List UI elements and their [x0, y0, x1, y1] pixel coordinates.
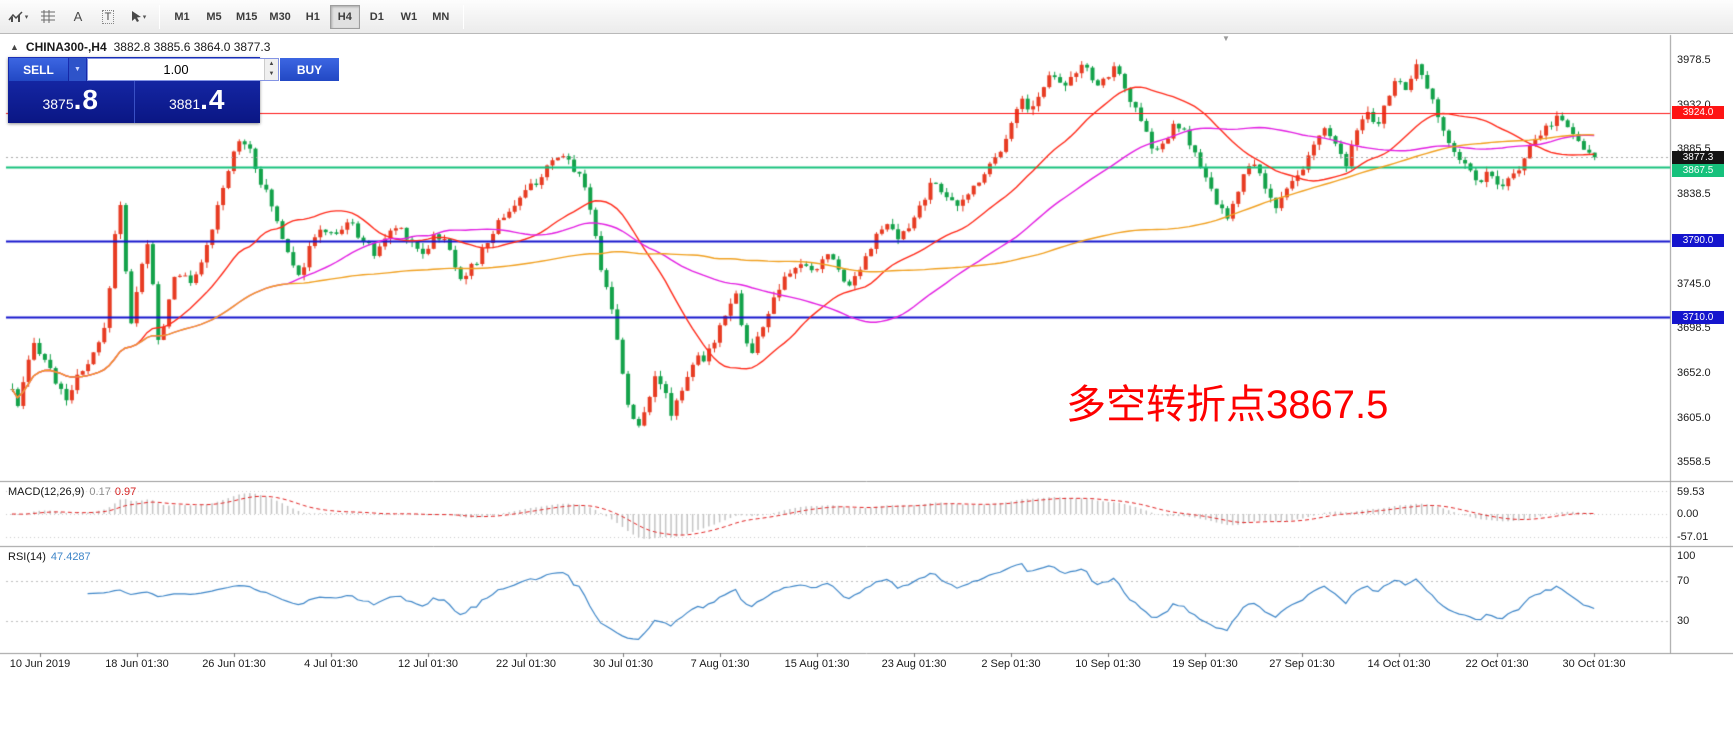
volume-down-button[interactable]: ▼ [265, 69, 278, 80]
sell-price-pips: .8 [73, 84, 99, 115]
volume-input[interactable] [88, 59, 264, 80]
timeframe-mn[interactable]: MN [426, 5, 456, 29]
macd-label: MACD(12,26,9) 0.17 0.97 [8, 486, 136, 498]
timeframe-h1[interactable]: H1 [298, 5, 328, 29]
timeframe-w1[interactable]: W1 [394, 5, 424, 29]
timeframe-m30[interactable]: M30 [264, 5, 295, 29]
sell-price-main: 3875 [42, 96, 74, 112]
crosshair-tool-icon[interactable]: ▾ [124, 4, 152, 30]
text-tool-glyph: A [73, 9, 83, 24]
timeframe-m5[interactable]: M5 [199, 5, 229, 29]
toolbar-separator [462, 4, 464, 29]
timeframe-group: M1 M5 M15 M30 H1 H4 D1 W1 MN [167, 4, 456, 29]
macd-name: MACD(12,26,9) [8, 486, 85, 498]
ohlc-readout: 3882.8 3885.6 3864.0 3877.3 [113, 40, 271, 54]
trade-panel-prices: 3875.8 3881.4 [8, 81, 260, 123]
macd-value-signal: 0.97 [114, 486, 137, 498]
chart-annotation: 多空转折点3867.5 [1066, 383, 1389, 427]
rsi-value: 47.4287 [50, 551, 91, 563]
timeframe-d1[interactable]: D1 [362, 5, 392, 29]
timeframe-m15[interactable]: M15 [231, 5, 262, 29]
text-tool-icon[interactable]: A [64, 4, 92, 30]
buy-price[interactable]: 3881.4 [133, 81, 261, 123]
chart-style-icon[interactable]: ▾ [4, 4, 32, 30]
toolbar-separator [159, 4, 160, 29]
buy-price-pips: .4 [200, 84, 226, 115]
dropdown-caret-icon: ▾ [24, 13, 29, 21]
macd-panel[interactable] [0, 483, 1670, 545]
trade-panel-controls: SELL ▼ ▲ ▼ BUY [8, 57, 339, 81]
buy-price-main: 3881 [168, 96, 201, 112]
collapse-panel-arrow-icon[interactable]: ▲ [10, 42, 19, 52]
dropdown-caret-icon: ▾ [142, 13, 147, 21]
grid-icon[interactable] [34, 4, 62, 30]
toolbar: ▾ A T ▾ M1 M5 M15 M30 H1 H4 D1 W1 MN [0, 0, 1733, 34]
volume-field: ▲ ▼ [87, 58, 279, 81]
volume-preset-dropdown[interactable]: ▼ [69, 58, 86, 81]
sell-price[interactable]: 3875.8 [8, 81, 134, 123]
volume-up-button[interactable]: ▲ [265, 59, 278, 70]
one-click-trade-panel: SELL ▼ ▲ ▼ BUY 3875.8 3881.4 [8, 57, 339, 123]
rsi-label: RSI(14) 47.4287 [8, 551, 91, 563]
rsi-name: RSI(14) [8, 551, 46, 563]
sell-button[interactable]: SELL [9, 58, 68, 81]
symbol-period-label: CHINA300-,H4 [25, 40, 107, 54]
buy-button[interactable]: BUY [280, 58, 339, 81]
macd-value-main: 0.17 [89, 486, 111, 498]
label-tool-icon[interactable]: T [94, 4, 122, 30]
tool-icon-group: ▾ A T ▾ [4, 4, 152, 30]
timeframe-h4[interactable]: H4 [329, 4, 360, 29]
label-tool-glyph: T [101, 9, 115, 24]
chart-shift-marker-icon[interactable]: ▼ [1222, 34, 1230, 43]
chart-header: ▲ CHINA300-,H4 3882.8 3885.6 3864.0 3877… [10, 40, 270, 54]
timeframe-m1[interactable]: M1 [167, 5, 197, 29]
rsi-panel[interactable] [0, 548, 1670, 652]
volume-spinner: ▲ ▼ [264, 59, 278, 80]
